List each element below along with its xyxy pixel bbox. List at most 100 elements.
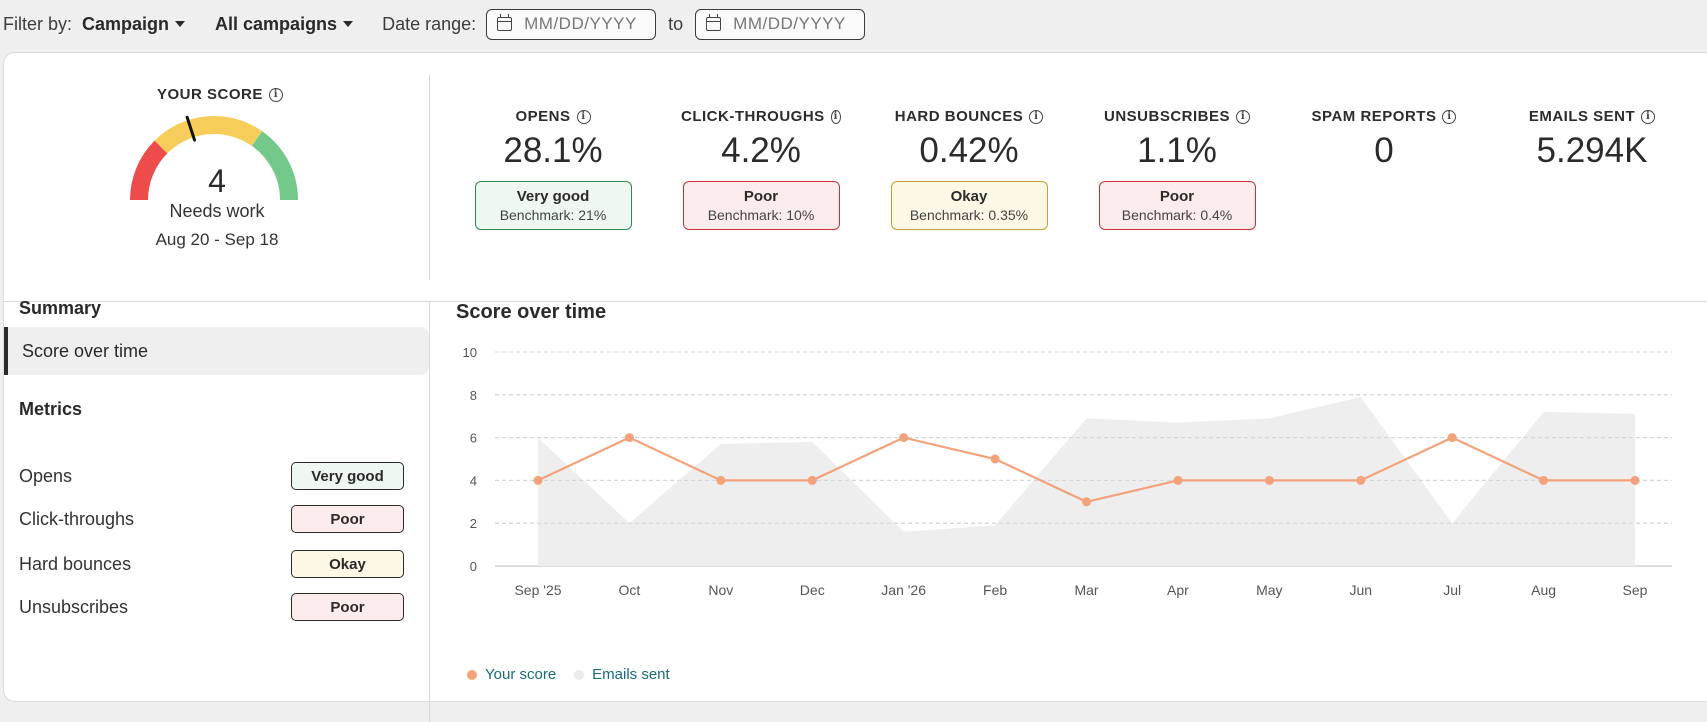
legend-item-score[interactable]: Your score [467,666,556,683]
status-badge: Okay [291,550,404,578]
legend-label: Your score [485,666,557,683]
sidebar-item-click-throughs[interactable]: Click-throughs Poor [19,504,404,534]
x-tick-label: Sep '25 [514,582,561,598]
benchmark-badge: Okay Benchmark: 0.35% [890,181,1048,230]
metric-title: SPAM REPORTS [1311,108,1437,125]
summary-heading: Summary [19,298,102,318]
score-value: 4 [208,163,226,199]
campaign-type-dropdown[interactable]: Campaign [82,13,186,35]
y-tick-label: 6 [470,431,477,446]
metric-hard-bounces: HARD BOUNCES i 0.42% Okay Benchmark: 0.35… [889,108,1049,230]
metric-title: UNSUBSCRIBES [1103,108,1230,125]
benchmark-value: Benchmark: 0.4% [1121,207,1233,223]
x-tick-label: Apr [1167,582,1189,598]
gauge-yellow-segment [154,116,263,154]
score-point [533,475,543,485]
info-icon[interactable]: i [1236,109,1250,124]
report-card: YOUR SCORE i 4 Needs work Aug 20 - Sep 1… [3,52,1707,722]
info-icon[interactable]: i [830,109,841,124]
campaign-type-value: Campaign [82,13,170,34]
date-from-placeholder: MM/DD/YYYY [524,14,637,33]
x-tick-label: May [1256,582,1282,598]
score-point [807,475,817,485]
score-point [1173,475,1183,485]
legend-swatch [574,669,585,680]
status-badge: Poor [291,505,404,533]
score-gauge [130,115,298,201]
score-point [1264,475,1274,485]
score-point [899,433,909,443]
info-icon[interactable]: i [1641,109,1656,124]
metric-value: 0 [1374,131,1394,170]
y-tick-label: 0 [470,559,477,574]
benchmark-status: Poor [1159,188,1195,205]
benchmark-value: Benchmark: 0.35% [909,207,1029,223]
chevron-down-icon [343,21,354,27]
gauge-needle [185,115,197,142]
y-tick-label: 4 [470,473,477,488]
benchmark-status: Okay [950,188,988,205]
legend-item-emails[interactable]: Emails sent [574,666,670,683]
date-range-label: Date range: [382,13,477,34]
metric-click-throughs: CLICK-THROUGHS i 4.2% Poor Benchmark: 10% [681,108,841,230]
x-tick-label: Jan '26 [881,582,926,598]
filter-label: Filter by: [3,13,73,34]
sidebar-item-opens[interactable]: Opens Very good [19,461,404,491]
metric-title: HARD BOUNCES [894,108,1024,125]
info-icon[interactable]: i [1442,109,1457,124]
calendar-icon [497,14,513,31]
score-point [624,433,634,443]
calendar-icon [706,14,722,31]
metric-unsubscribes: UNSUBSCRIBES i 1.1% Poor Benchmark: 0.4% [1097,108,1257,230]
metric-value: 28.1% [503,131,603,170]
metric-title: OPENS [515,108,571,125]
score-point [1082,497,1091,507]
metric-value: 0.42% [919,131,1019,170]
score-point [716,475,726,485]
x-tick-label: Dec [800,582,825,598]
benchmark-value: Benchmark: 21% [499,207,607,223]
benchmark-status: Poor [743,188,779,205]
x-tick-label: Aug [1531,582,1556,598]
series-emails-sent-area [538,396,1635,566]
benchmark-value: Benchmark: 10% [707,207,815,223]
metric-title: CLICK-THROUGHS [681,108,825,125]
legend-swatch [467,669,477,680]
score-point [1539,475,1549,485]
score-title: YOUR SCORE i [157,86,283,103]
info-icon[interactable]: i [576,109,591,124]
sidebar-item-label: Click-throughs [19,508,135,529]
gauge-red-segment [130,140,168,201]
gauge-green-segment [251,131,298,201]
x-tick-label: Oct [619,582,641,598]
sidebar-item-score-over-time[interactable]: Score over time [4,327,429,375]
legend-label: Emails sent [592,666,670,683]
sidebar-item-hard-bounces[interactable]: Hard bounces Okay [19,549,404,579]
score-over-time-chart: 0 2 4 6 8 10 Sep '25 Oct Nov Dec Jan '26 Feb Mar Apr M… [463,345,1672,598]
campaign-dropdown[interactable]: All campaigns [215,13,354,35]
status-badge: Very good [291,462,404,490]
x-tick-label: Sep [1623,582,1648,598]
info-icon[interactable]: i [268,87,283,102]
info-icon[interactable]: i [1029,109,1044,124]
chart-title: Score over time [456,301,607,323]
benchmark-badge: Very good Benchmark: 21% [474,181,632,230]
benchmark-badge: Poor Benchmark: 10% [682,181,840,230]
sidebar-item-unsubscribes[interactable]: Unsubscribes Poor [19,592,404,622]
x-tick-label: Feb [983,582,1007,598]
divider [429,75,430,280]
sidebar-item-label: Hard bounces [19,553,132,574]
date-to-input[interactable]: MM/DD/YYYY [695,8,866,40]
metric-emails-sent: EMAILS SENT i 5.294K [1512,108,1672,171]
score-state: Needs work [169,201,265,221]
campaign-value: All campaigns [215,13,338,34]
date-to-word: to [668,13,684,34]
date-from-input[interactable]: MM/DD/YYYY [486,8,657,40]
chart-legend: Your score Emails sent [467,666,688,683]
metric-opens: OPENS i 28.1% Very good Benchmark: 21% [473,108,633,230]
score-title-text: YOUR SCORE [157,86,263,103]
y-tick-label: 2 [470,516,477,531]
score-date-range: Aug 20 - Sep 18 [155,230,279,249]
y-tick-label: 10 [463,345,477,360]
date-to-placeholder: MM/DD/YYYY [733,14,846,33]
